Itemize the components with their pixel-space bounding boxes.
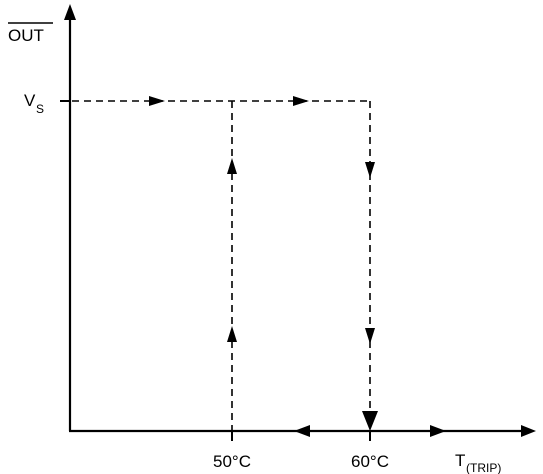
arrow-right-2 — [293, 96, 309, 106]
x-axis-right-arrow — [430, 425, 446, 437]
arrow-up-lower — [227, 326, 237, 342]
x-axis-label-main: T — [455, 451, 465, 470]
x-axis-left-arrow — [294, 425, 310, 437]
x-axis-label-subscript: (TRIP) — [466, 461, 501, 474]
arrow-up-upper — [227, 158, 237, 174]
tick-label-60c: 60°C — [351, 452, 389, 471]
arrow-down-large — [362, 411, 378, 431]
y-axis-arrow — [64, 4, 76, 20]
arrow-right-1 — [149, 96, 165, 106]
hysteresis-path — [72, 100, 371, 431]
vs-label-subscript: S — [36, 102, 44, 116]
arrow-down-lower — [365, 328, 375, 344]
tick-label-50c: 50°C — [213, 452, 251, 471]
x-axis-arrow — [521, 425, 536, 437]
vs-label-main: V — [24, 91, 36, 110]
y-axis-label: OUT — [8, 26, 44, 45]
arrow-down-upper — [365, 162, 375, 178]
